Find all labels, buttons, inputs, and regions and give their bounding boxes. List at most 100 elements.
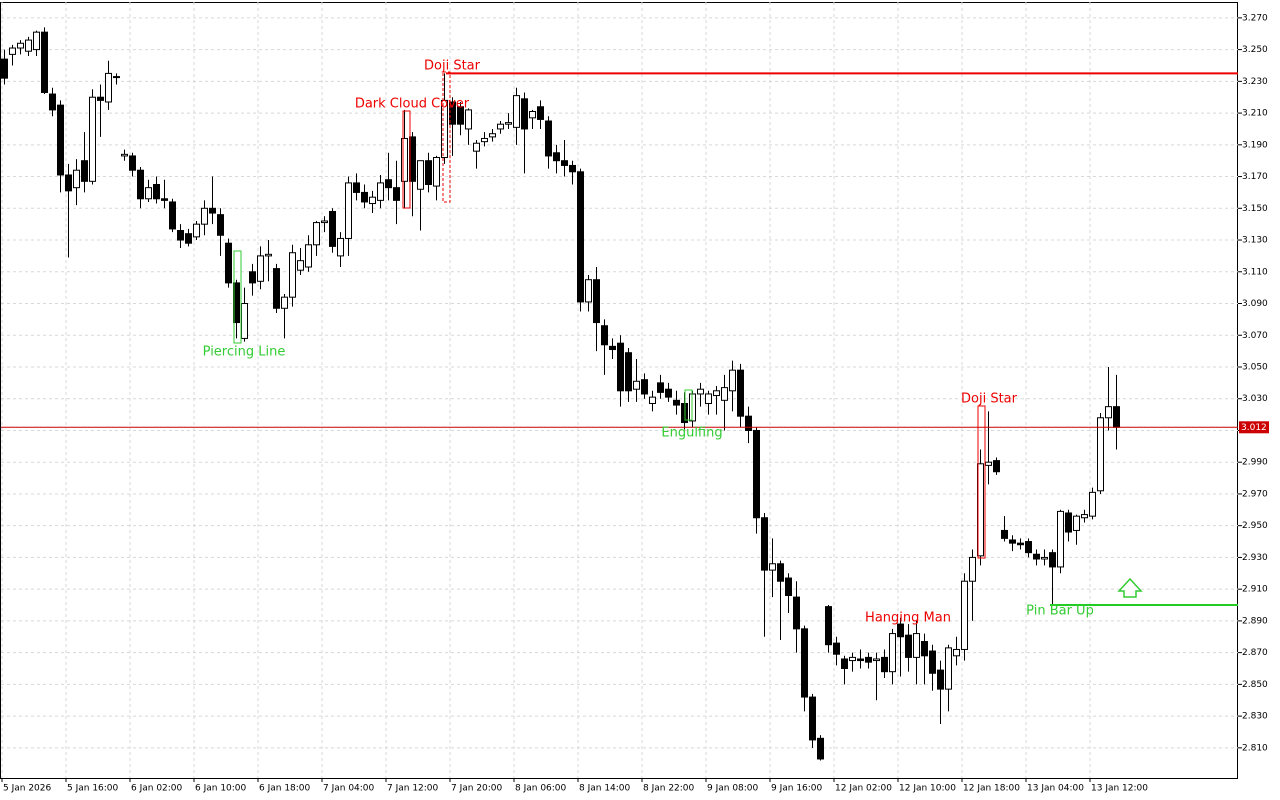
candle-body [545, 120, 552, 157]
candle-body [321, 220, 328, 224]
candle-body [753, 429, 760, 519]
x-tick-label: 13 Jan 04:00 [1027, 784, 1084, 794]
y-tick-label: 3.110 [1242, 267, 1268, 277]
candle-body [929, 650, 936, 674]
candle-body [417, 160, 424, 190]
x-tick-label: 7 Jan 04:00 [323, 784, 375, 794]
candle-body [697, 388, 704, 395]
candle-body [737, 369, 744, 417]
y-tick-label: 2.810 [1242, 743, 1268, 753]
candle-body [457, 106, 464, 125]
candle-body [1097, 417, 1104, 492]
candle-body [49, 93, 56, 111]
candle-body [1105, 406, 1112, 419]
x-tick-label: 6 Jan 10:00 [195, 784, 247, 794]
candle-body [9, 47, 16, 55]
candle-body [561, 160, 568, 166]
candle-body [353, 182, 360, 193]
y-tick-label: 3.030 [1242, 394, 1268, 404]
y-tick-label: 2.830 [1242, 712, 1268, 722]
candle-body [281, 296, 288, 309]
y-tick-label: 2.870 [1242, 648, 1268, 658]
candle-body [449, 101, 456, 125]
x-tick-label: 12 Jan 10:00 [899, 784, 956, 794]
candle-body [497, 123, 504, 130]
candle-body [849, 656, 856, 662]
candle-body [473, 142, 480, 152]
candle-body [665, 388, 672, 398]
candle-body [113, 76, 120, 79]
candle-body [433, 157, 440, 187]
candle-body [345, 182, 352, 239]
candle-body [1057, 510, 1064, 568]
candle-body [97, 96, 104, 101]
x-tick-label: 9 Jan 16:00 [771, 784, 823, 794]
x-tick-label: 13 Jan 12:00 [1091, 784, 1148, 794]
candle-body [249, 271, 256, 284]
candle-body [649, 396, 656, 404]
y-tick-label: 3.230 [1242, 77, 1268, 87]
candle-body [513, 95, 520, 128]
candle-body [41, 31, 48, 93]
y-tick-label: 2.990 [1242, 458, 1268, 468]
candle-body [769, 563, 776, 571]
candle-body [225, 242, 232, 284]
candle-body [505, 122, 512, 125]
candle-body [1025, 541, 1032, 554]
candle-body [529, 110, 536, 119]
y-tick-label: 3.250 [1242, 45, 1268, 55]
y-tick-label: 3.150 [1242, 204, 1268, 214]
candle-body [1001, 529, 1008, 539]
y-tick-label: 3.190 [1242, 140, 1268, 150]
candle-body [817, 737, 824, 760]
y-tick-label: 3.050 [1242, 362, 1268, 372]
pattern-box [442, 71, 451, 203]
candle-body [577, 171, 584, 303]
candle-body [401, 137, 408, 182]
candle-body [369, 196, 376, 205]
candle-body [57, 104, 64, 176]
candle-body [617, 342, 624, 392]
candle-body [329, 210, 336, 247]
candle-body [289, 252, 296, 298]
x-tick-label: 7 Jan 12:00 [387, 784, 439, 794]
candle-body [1033, 553, 1040, 560]
candle-body [361, 191, 368, 203]
candle-body [209, 207, 216, 214]
candle-body [881, 656, 888, 673]
candle-body [153, 183, 160, 200]
candle-body [729, 369, 736, 392]
candle-body [825, 606, 832, 646]
candle-body [337, 237, 344, 257]
candle-body [377, 182, 384, 201]
candle-body [801, 628, 808, 698]
pattern-label: Doji Star [424, 59, 481, 74]
candle-body [185, 233, 192, 244]
candle-body [601, 325, 608, 346]
pattern-label: Doji Star [961, 392, 1018, 407]
x-tick-label: 5 Jan 16:00 [67, 784, 119, 794]
candle-body [1, 58, 8, 79]
candle-body [1017, 542, 1024, 546]
candle-body [17, 42, 24, 49]
candle-body [865, 656, 872, 663]
y-tick-label: 3.090 [1242, 299, 1268, 309]
candle-body [625, 352, 632, 392]
x-tick-label: 8 Jan 22:00 [643, 784, 695, 794]
candle-body [1113, 406, 1120, 428]
candle-body [553, 152, 560, 162]
candle-body [1049, 552, 1056, 568]
candle-body [657, 382, 664, 393]
candle-body [993, 460, 1000, 473]
pattern-label: Dark Cloud Cover [355, 97, 470, 112]
y-tick-label: 3.070 [1242, 331, 1268, 341]
x-tick-label: 8 Jan 06:00 [515, 784, 567, 794]
candle-body [857, 658, 864, 662]
candle-body [1081, 514, 1088, 519]
candle-body [201, 207, 208, 225]
candle-body [913, 633, 920, 658]
candle-body [609, 345, 616, 351]
candle-body [945, 647, 952, 690]
y-tick-label: 2.930 [1242, 553, 1268, 563]
